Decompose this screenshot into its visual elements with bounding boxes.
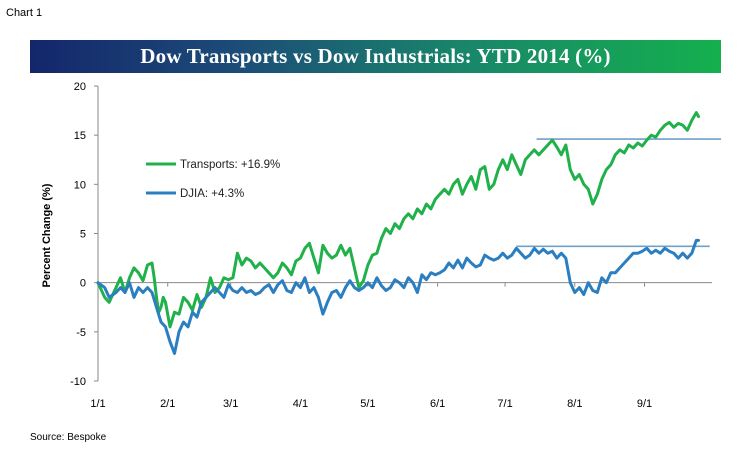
x-tick-label: 7/1 [497,398,512,410]
chart-title: Dow Transports vs Dow Industrials: YTD 2… [140,44,611,68]
y-axis-title: Percent Change (%) [41,183,53,287]
y-tick-label: 20 [74,81,86,93]
x-tick-label: 3/1 [223,398,238,410]
x-tick-label: 6/1 [430,398,445,410]
y-tick-label: 15 [74,130,86,142]
x-tick-label: 8/1 [567,398,582,410]
source-note: Source: Bespoke [30,432,107,443]
y-tick-label: 0 [80,278,86,290]
x-tick-label: 1/1 [90,398,105,410]
chart-title-banner: Dow Transports vs Dow Industrials: YTD 2… [30,40,721,73]
y-tick-label: 10 [74,179,86,191]
y-tick-label: 5 [80,229,86,241]
djia-series-line [96,238,700,355]
x-tick-label: 5/1 [360,398,375,410]
chart-number-label: Chart 1 [6,7,43,19]
legend-label-transports: Transports: +16.9% [180,159,280,171]
x-tick-label: 9/1 [637,398,652,410]
legend-label-djia: DJIA: +4.3% [180,188,244,200]
y-tick-label: -10 [70,376,86,388]
transports-series-line [96,111,700,329]
x-tick-label: 2/1 [160,398,175,410]
x-tick-label: 4/1 [293,398,308,410]
y-tick-label: -5 [76,327,86,339]
